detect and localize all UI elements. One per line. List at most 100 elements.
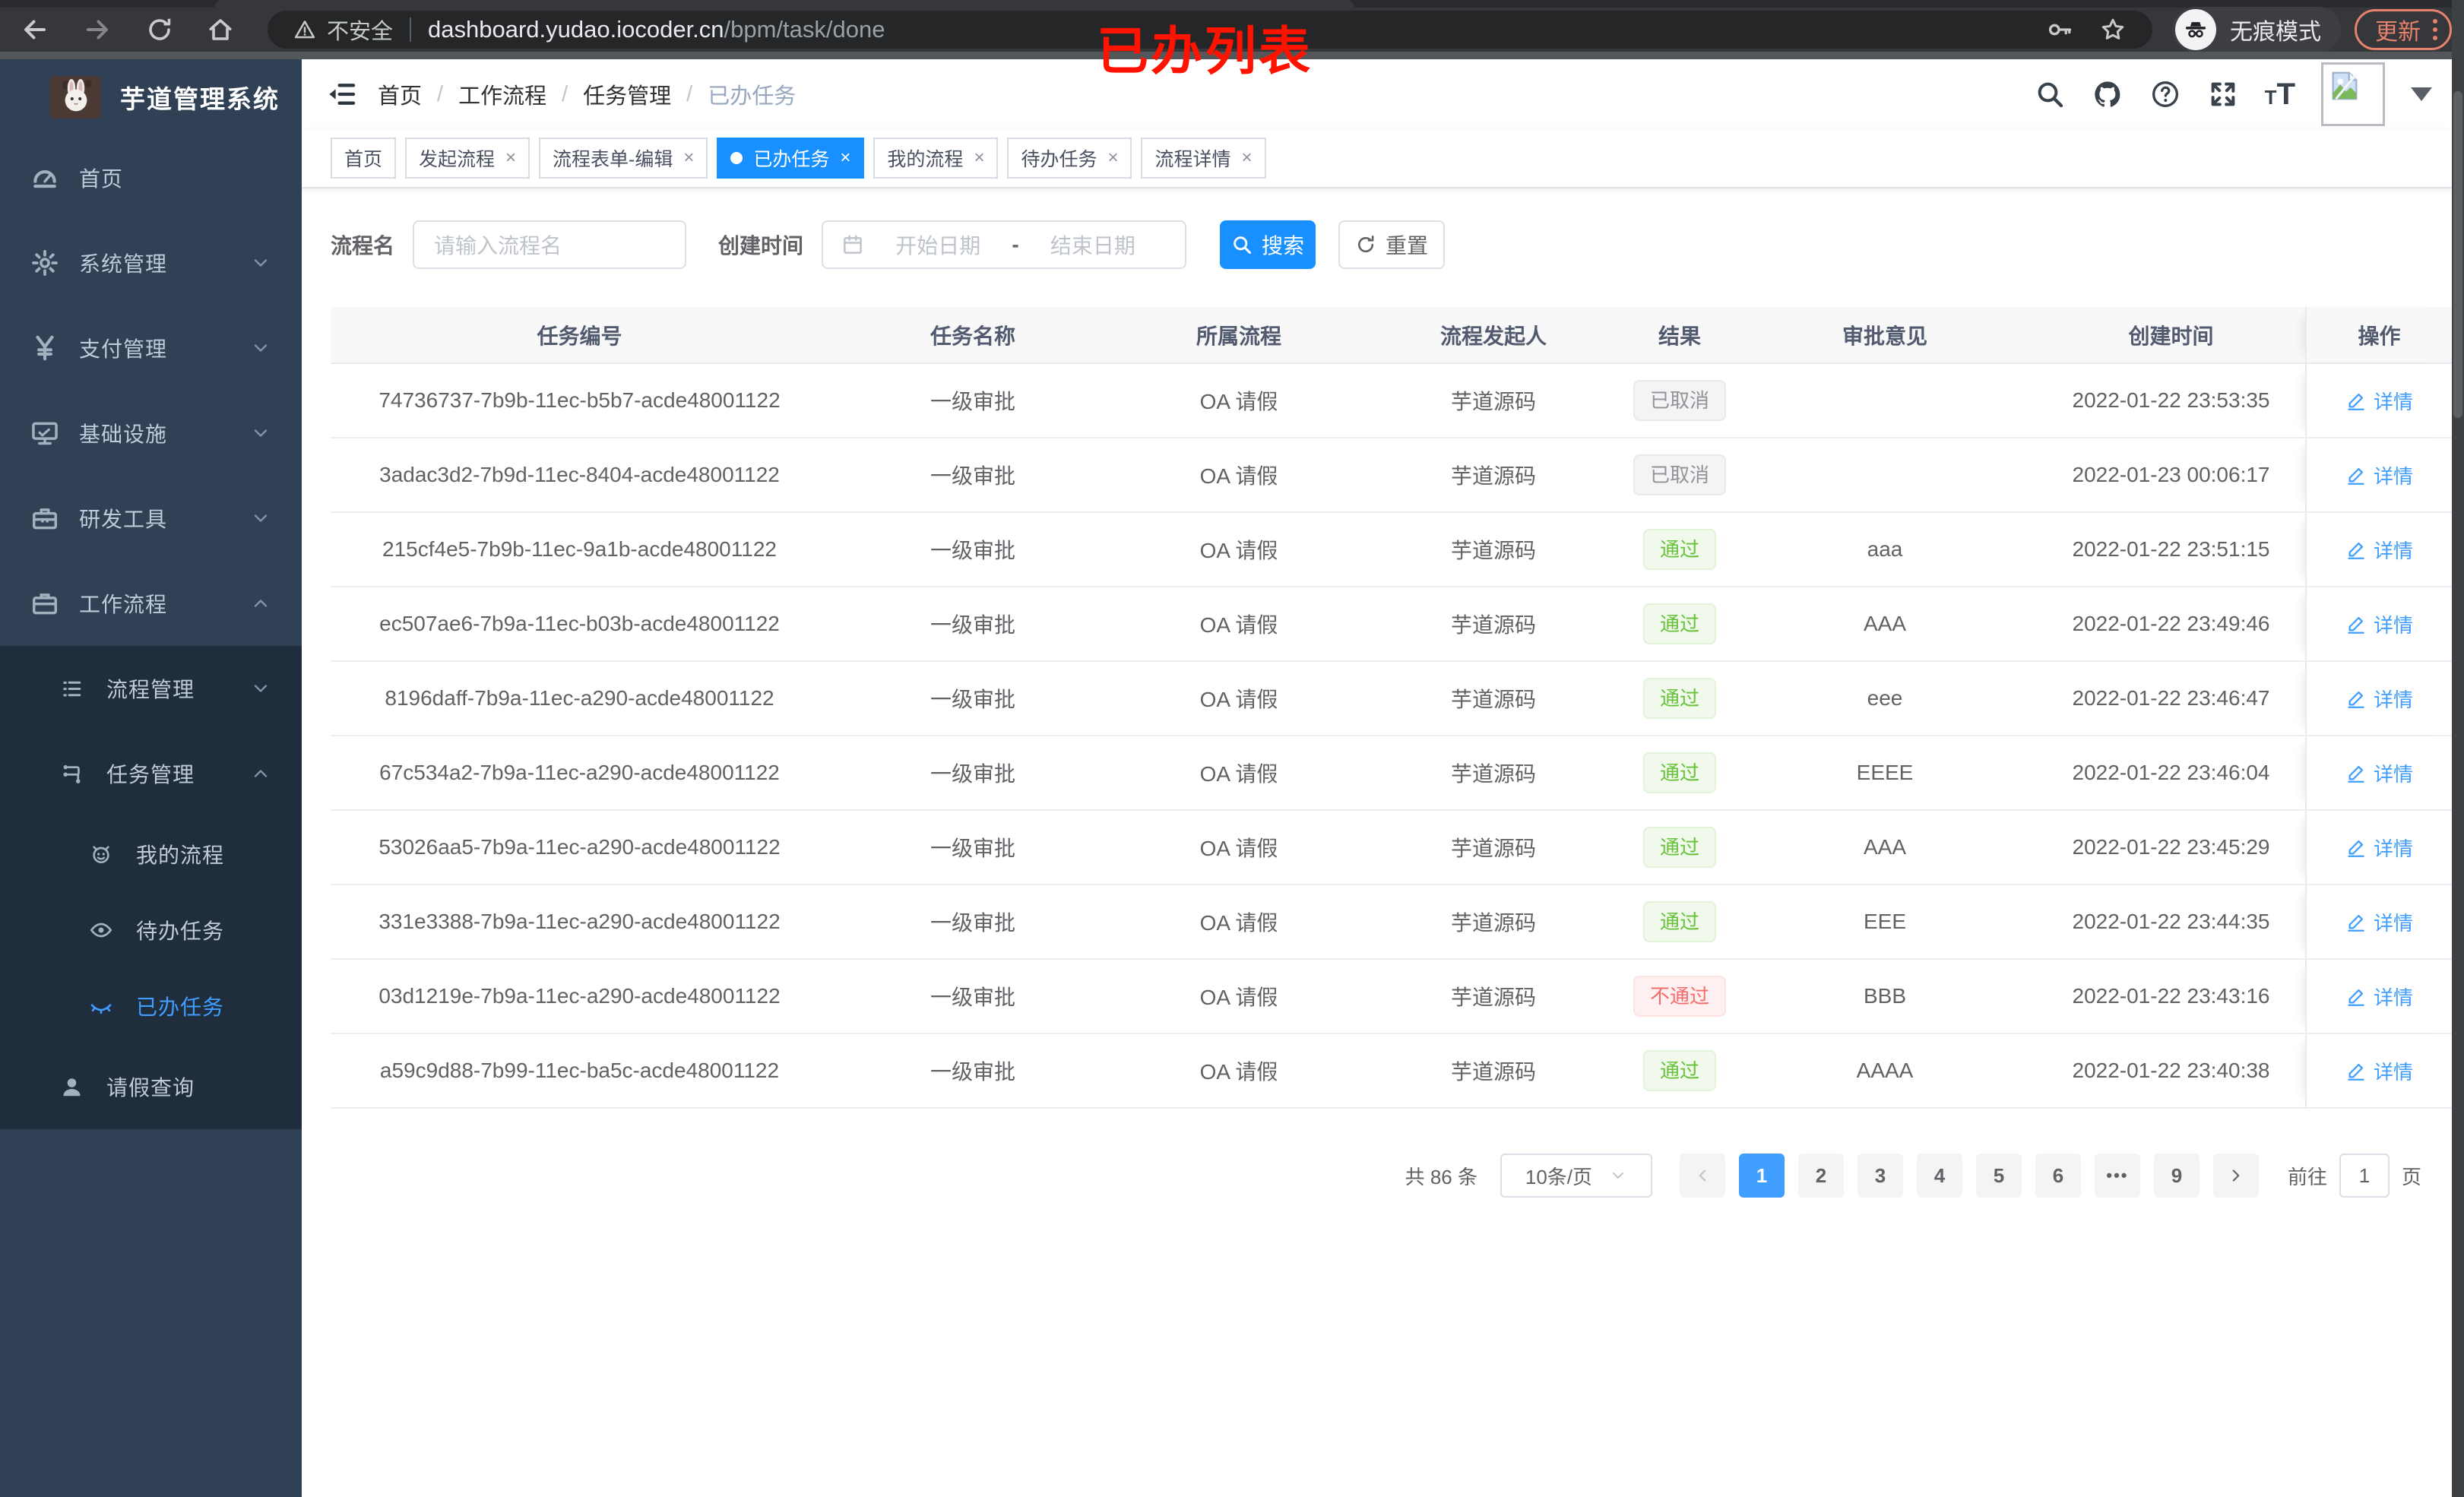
tab-label: 我的流程 <box>887 149 964 170</box>
detail-link[interactable]: 详情 <box>2345 759 2413 787</box>
browser-menu-icon[interactable] <box>2433 19 2437 40</box>
page-button-3[interactable]: 3 <box>1857 1154 1903 1198</box>
detail-link[interactable]: 详情 <box>2345 685 2413 713</box>
help-icon[interactable] <box>2149 78 2181 110</box>
github-icon[interactable] <box>2092 78 2124 110</box>
sidebar: 芋道管理系统 首页 系统管理支付管理基础设施 研发工具 工作流程 流程管理任务管理 我的… <box>0 59 302 1497</box>
cell-created: 2022-01-22 23:40:38 <box>2072 1059 2270 1082</box>
sidebar-item-task-mgmt[interactable]: 任务管理 <box>0 731 302 816</box>
browser-back-icon[interactable] <box>18 13 52 46</box>
detail-link[interactable]: 详情 <box>2345 387 2413 415</box>
table-body: 74736737-7b9b-11ec-b5b7-acde48001122 一级审批… <box>331 364 2452 1109</box>
tab-start-process[interactable]: 发起流程 × <box>405 138 530 179</box>
cell-id: 8196daff-7b9a-11ec-a290-acde48001122 <box>385 686 774 710</box>
cell-actions: 详情 <box>2305 736 2452 809</box>
page-button-6[interactable]: 6 <box>2035 1154 2081 1198</box>
tab-process-detail[interactable]: 流程详情 × <box>1141 138 1266 179</box>
sidebar-item-my-process[interactable]: 我的流程 <box>0 816 302 892</box>
scrollbar[interactable] <box>2452 0 2464 1497</box>
sidebar-item-leave-query[interactable]: 请假查询 <box>0 1044 302 1129</box>
detail-link[interactable]: 详情 <box>2345 983 2413 1011</box>
search-icon[interactable] <box>2034 78 2066 110</box>
breadcrumb-item[interactable]: 首页 <box>378 84 423 109</box>
cell-created: 2022-01-22 23:46:47 <box>2072 686 2270 710</box>
page-size-select[interactable]: 10条/页 <box>1500 1154 1652 1198</box>
tab-close-icon[interactable]: × <box>974 147 985 168</box>
cell-actions: 详情 <box>2305 1034 2452 1107</box>
table-row: 3adac3d2-7b9d-11ec-8404-acde48001122 一级审批… <box>331 438 2452 513</box>
sidebar-item-process-mgmt[interactable]: 流程管理 <box>0 646 302 731</box>
table-row: 74736737-7b9b-11ec-b5b7-acde48001122 一级审批… <box>331 364 2452 438</box>
tab-todo-tasks[interactable]: 待办任务 × <box>1007 138 1132 179</box>
page-content: 流程名 请输入流程名 创建时间 开始日期 - 结束日期 搜索 重置 <box>302 220 2452 1198</box>
detail-link[interactable]: 详情 <box>2345 536 2413 564</box>
tab-my-process[interactable]: 我的流程 × <box>873 138 999 179</box>
prev-page-button[interactable] <box>1679 1154 1725 1198</box>
detail-link[interactable]: 详情 <box>2345 834 2413 862</box>
page-button-9[interactable]: 9 <box>2153 1154 2200 1198</box>
security-warning-icon[interactable] <box>293 18 316 41</box>
search-button[interactable]: 搜索 <box>1220 220 1316 269</box>
avatar-caret-icon[interactable] <box>2411 87 2432 101</box>
security-label: 不安全 <box>327 20 394 44</box>
table-header-row: 任务编号 任务名称 所属流程 流程发起人 结果 审批意见 创建时间 操作 <box>331 307 2452 364</box>
annotation-done-list-label: 已办列表 <box>1097 23 1313 81</box>
page-button-1[interactable]: 1 <box>1738 1154 1785 1198</box>
breadcrumb-item[interactable]: 任务管理 <box>583 84 672 109</box>
sidebar-logo-row[interactable]: 芋道管理系统 <box>0 59 302 135</box>
toolbox-icon <box>30 504 59 533</box>
cell-result: 已取消 <box>1626 454 1733 495</box>
process-name-input[interactable]: 请输入流程名 <box>413 220 687 269</box>
browser-reload-icon[interactable] <box>143 13 176 46</box>
bookmark-star-icon[interactable] <box>2099 16 2127 43</box>
sidebar-item-workflow[interactable]: 工作流程 <box>0 561 302 646</box>
browser-forward-icon[interactable] <box>81 13 114 46</box>
avatar[interactable] <box>2321 62 2385 126</box>
cell-task-name: 一级审批 <box>930 837 1015 860</box>
date-range-picker[interactable]: 开始日期 - 结束日期 <box>822 220 1187 269</box>
sidebar-item-home[interactable]: 首页 <box>0 135 302 220</box>
next-page-button[interactable] <box>2212 1154 2259 1198</box>
tab-form-edit[interactable]: 流程表单-编辑 × <box>539 138 708 179</box>
key-icon[interactable] <box>2046 16 2073 43</box>
tab-done-tasks[interactable]: 已办任务 × <box>717 138 865 179</box>
sidebar-item-done-tasks[interactable]: 已办任务 <box>0 968 302 1044</box>
sidebar-item-infra[interactable]: 基础设施 <box>0 391 302 476</box>
page-button-5[interactable]: 5 <box>1975 1154 2022 1198</box>
sidebar-item-label: 支付管理 <box>79 337 168 361</box>
cell-process: OA 请假 <box>1199 837 1278 860</box>
sidebar-item-system[interactable]: 系统管理 <box>0 220 302 305</box>
tab-close-icon[interactable]: × <box>1107 147 1119 168</box>
detail-link[interactable]: 详情 <box>2345 461 2413 489</box>
column-header: 结果 <box>1658 324 1701 348</box>
tab-close-icon[interactable]: × <box>1241 147 1253 168</box>
tab-home[interactable]: 首页 <box>331 138 397 179</box>
detail-link[interactable]: 详情 <box>2345 908 2413 936</box>
tab-close-icon[interactable]: × <box>505 147 517 168</box>
page-ellipsis: ••• <box>2094 1154 2140 1198</box>
detail-link[interactable]: 详情 <box>2345 1057 2413 1085</box>
sidebar-item-devtools[interactable]: 研发工具 <box>0 476 302 561</box>
reset-button[interactable]: 重置 <box>1338 220 1446 269</box>
fullscreen-icon[interactable] <box>2207 78 2239 110</box>
tab-close-icon[interactable]: × <box>683 147 695 168</box>
breadcrumb-item[interactable]: 工作流程 <box>458 84 547 109</box>
page-button-4[interactable]: 4 <box>1916 1154 1962 1198</box>
sidebar-item-todo-tasks[interactable]: 待办任务 <box>0 892 302 968</box>
scrollbar-thumb[interactable] <box>2453 91 2462 418</box>
browser-home-icon[interactable] <box>204 13 237 46</box>
browser-url-bar[interactable]: 不安全 dashboard.yudao.iocoder.cn /bpm/task… <box>268 11 2152 49</box>
sidebar-item-payment[interactable]: 支付管理 <box>0 305 302 391</box>
goto-page-input[interactable] <box>2339 1154 2390 1198</box>
page-button-2[interactable]: 2 <box>1797 1154 1844 1198</box>
browser-tab-strip <box>0 0 2464 8</box>
browser-update-button[interactable]: 更新 <box>2355 9 2452 50</box>
detail-link[interactable]: 详情 <box>2345 610 2413 638</box>
tab-close-icon[interactable]: × <box>840 147 851 168</box>
sidebar-item-label: 流程管理 <box>106 678 195 701</box>
sidebar-collapse-icon[interactable] <box>326 79 358 109</box>
browser-active-tab[interactable] <box>214 0 1354 8</box>
chevron-up-icon <box>250 763 271 784</box>
